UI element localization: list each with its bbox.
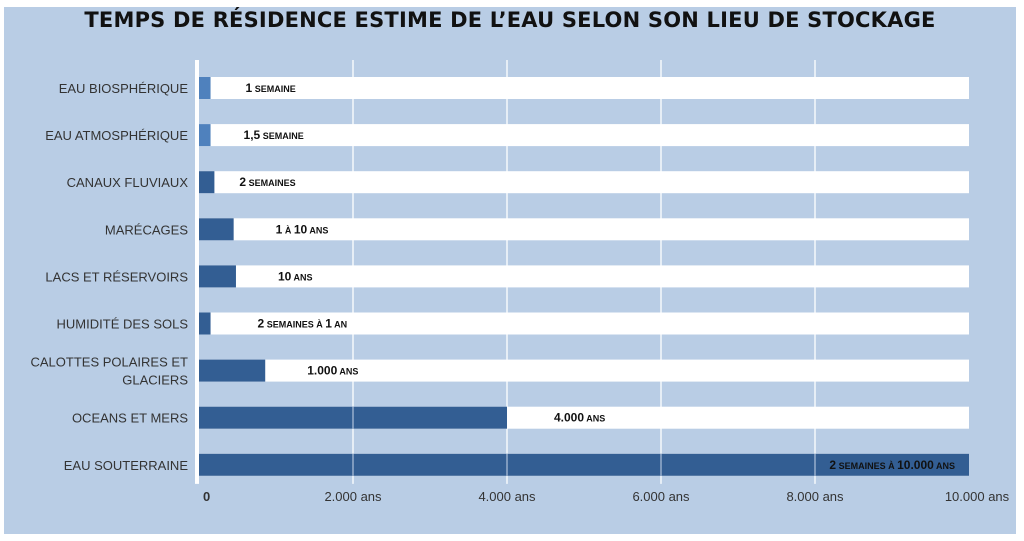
row-band [199, 312, 969, 335]
category-label: OCEANS ET MERS [72, 411, 188, 426]
x-tick-label: 2.000 ans [324, 489, 382, 504]
chart-title: TEMPS DE RÉSIDENCE ESTIME DE L’EAU SELON… [84, 8, 936, 32]
data-label: 2 SEMAINES [239, 175, 295, 189]
category-label: CALOTTES POLAIRES ET GLACIERS [31, 355, 189, 388]
category-label: EAU ATMOSPHÉRIQUE [45, 128, 188, 143]
category-label: CANAUX FLUVIAUX [67, 175, 189, 190]
x-tick-label: 4.000 ans [478, 489, 536, 504]
category-label: EAU BIOSPHÉRIQUE [59, 81, 189, 96]
data-label: 4.000 ANS [554, 411, 605, 425]
data-label: 1 SEMAINE [246, 81, 296, 95]
row-band [199, 77, 969, 99]
row-band [199, 265, 969, 288]
data-label: 2 SEMAINES À 10.000 ANS [829, 458, 955, 472]
bar [199, 265, 236, 288]
bar [199, 218, 234, 241]
bar [199, 453, 969, 476]
bar [199, 124, 211, 147]
bar [199, 77, 211, 99]
row-band [199, 124, 969, 147]
data-label: 10 ANS [278, 269, 313, 283]
row-band [199, 171, 969, 194]
data-label: 1,5 SEMAINE [244, 128, 304, 142]
category-label: MARÉCAGES [105, 222, 188, 237]
data-label: 1 À 10 ANS [276, 222, 329, 236]
x-tick-label: 8.000 ans [786, 489, 844, 504]
category-label: LACS ET RÉSERVOIRS [45, 269, 188, 284]
bar [199, 359, 266, 382]
x-tick-label: 6.000 ans [632, 489, 690, 504]
bar [199, 312, 211, 335]
x-tick-label: 0 [203, 489, 210, 504]
x-tick-label: 10.000 ans [945, 489, 1010, 504]
category-label: EAU SOUTERRAINE [64, 458, 189, 473]
bar [199, 171, 215, 194]
data-label: 2 SEMAINES À 1 AN [258, 317, 348, 331]
category-label: HUMIDITÉ DES SOLS [57, 317, 189, 332]
data-label: 1.000 ANS [307, 364, 358, 378]
row-band [199, 359, 969, 382]
row-band [199, 218, 969, 241]
